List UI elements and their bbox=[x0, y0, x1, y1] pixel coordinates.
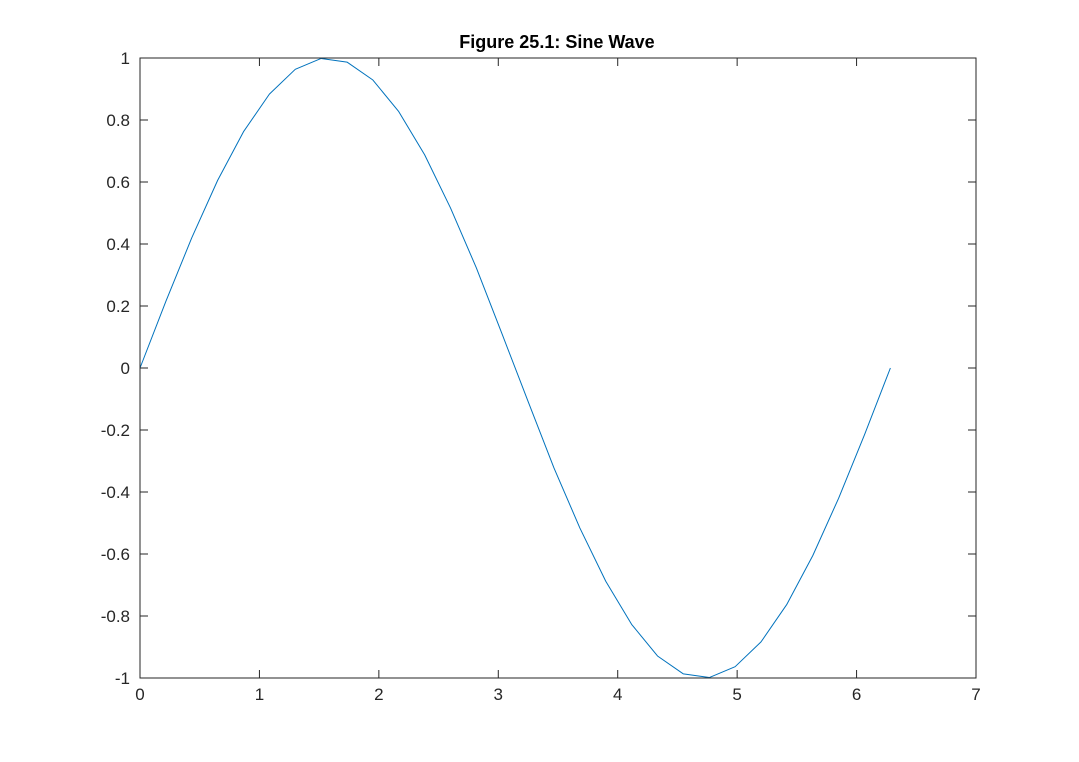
x-tick-label: 4 bbox=[613, 685, 622, 704]
tick-labels: 0 1 2 3 4 5 6 7 1 0.8 0.6 0.4 0.2 0 -0.2 -0.4 -0.6 -0.8 -1 bbox=[101, 49, 981, 704]
sine-series-line bbox=[139, 57, 891, 679]
x-tick-label: 0 bbox=[135, 685, 144, 704]
y-tick-label: 0.6 bbox=[106, 173, 130, 192]
y-tick-label: 0.2 bbox=[106, 297, 130, 316]
x-tick-label: 6 bbox=[852, 685, 861, 704]
x-tick-label: 5 bbox=[732, 685, 741, 704]
y-tick-label: -0.6 bbox=[101, 545, 130, 564]
y-tick-label: 0 bbox=[121, 359, 130, 378]
y-tick-label: -0.8 bbox=[101, 607, 130, 626]
axes-box bbox=[139, 57, 977, 679]
x-tick-label: 2 bbox=[374, 685, 383, 704]
chart-title: Figure 25.1: Sine Wave bbox=[459, 32, 654, 52]
x-tick-label: 1 bbox=[255, 685, 264, 704]
x-tick-label: 7 bbox=[971, 685, 980, 704]
y-tick-label: 0.8 bbox=[106, 111, 130, 130]
y-tick-label: -1 bbox=[115, 669, 130, 688]
y-tick-label: 0.4 bbox=[106, 235, 130, 254]
y-tick-label: -0.4 bbox=[101, 483, 130, 502]
x-tick-label: 3 bbox=[494, 685, 503, 704]
y-tick-label: 1 bbox=[121, 49, 130, 68]
plot-area bbox=[140, 58, 976, 678]
y-tick-label: -0.2 bbox=[101, 421, 130, 440]
